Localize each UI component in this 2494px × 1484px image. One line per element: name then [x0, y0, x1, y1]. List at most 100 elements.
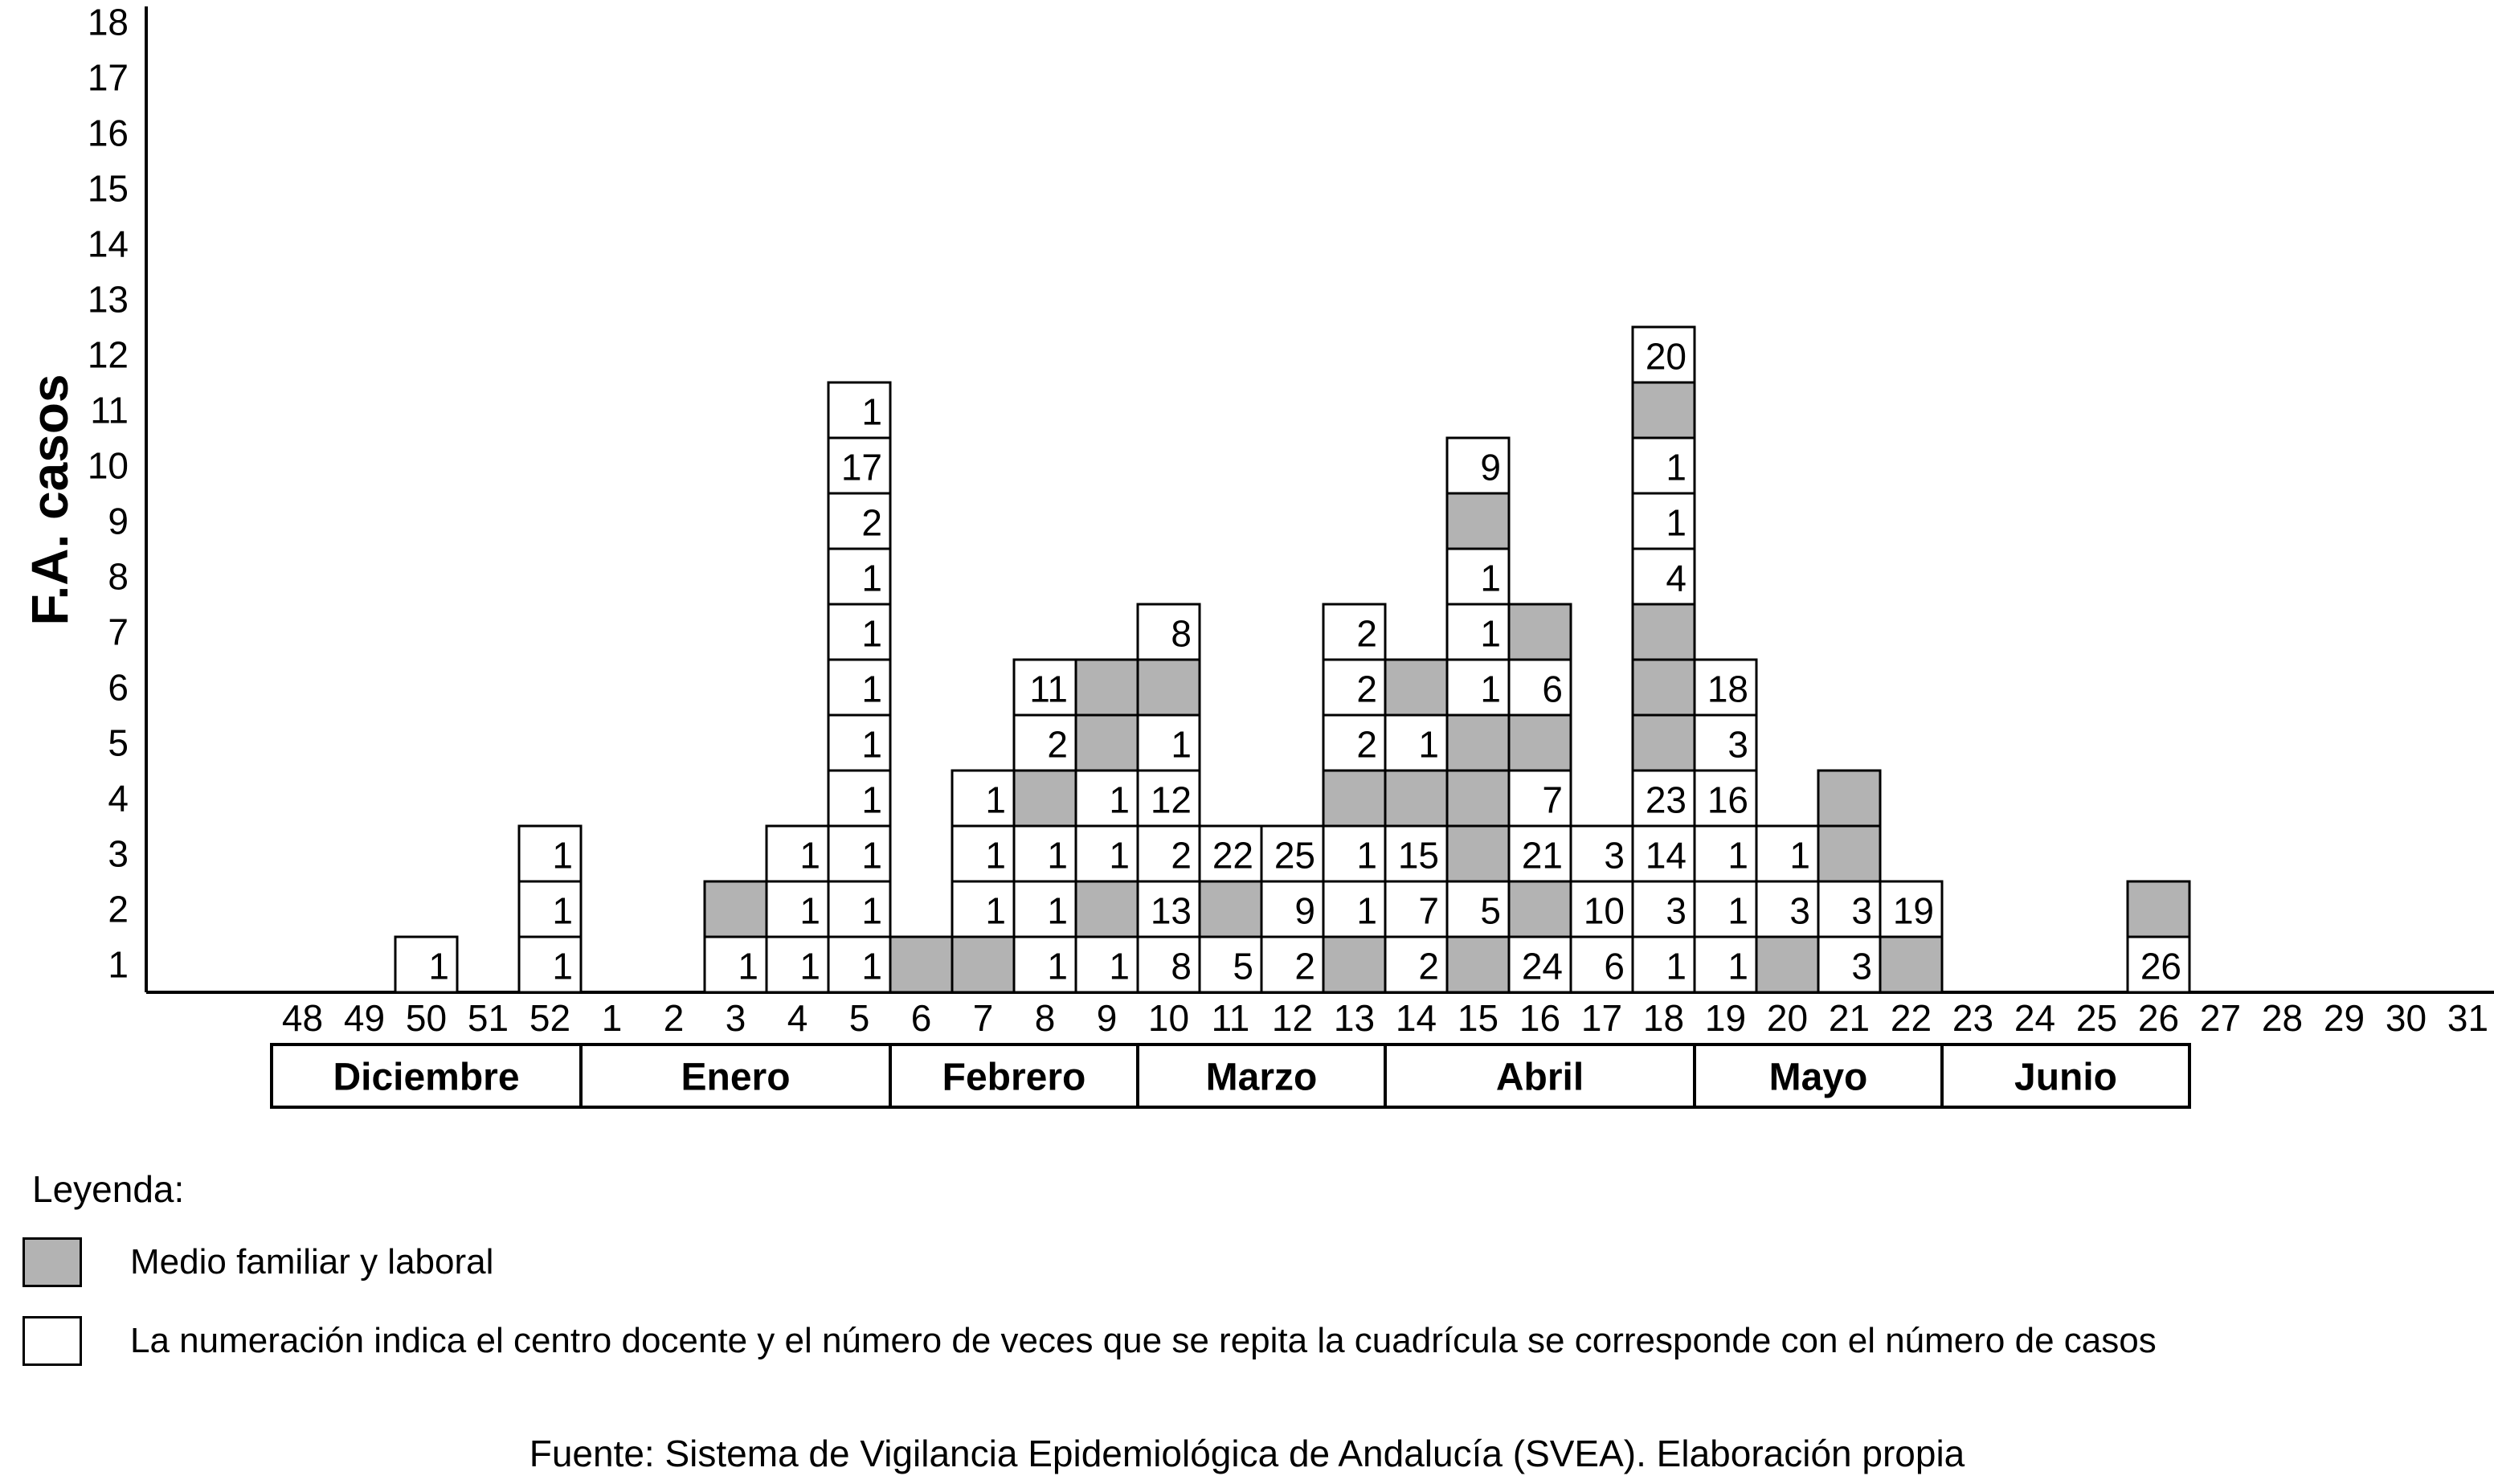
case-box-label: 1 [1171, 724, 1192, 766]
case-box [951, 824, 1016, 883]
legend-swatch-shaded [22, 1237, 82, 1287]
case-box-label: 1 [1109, 835, 1130, 877]
legend-label-shaded: Medio familiar y laboral [130, 1242, 494, 1282]
case-box-label: 3 [1666, 890, 1687, 932]
case-box-label: 1 [552, 890, 573, 932]
case-box-label: 1 [738, 946, 758, 987]
source-note: Fuente: Sistema de Vigilancia Epidemioló… [529, 1433, 1965, 1474]
case-box-label: 1 [1418, 724, 1439, 766]
x-tick-label: 8 [1035, 997, 1056, 1039]
case-box [1693, 713, 1758, 772]
x-tick-label: 14 [1396, 997, 1437, 1039]
case-box-shaded [1384, 658, 1449, 717]
case-box [1755, 824, 1820, 883]
case-box [827, 824, 892, 883]
case-box-shaded [1136, 658, 1201, 717]
case-box-label: 9 [1480, 447, 1501, 489]
case-box [1693, 658, 1758, 717]
case-box-shaded [889, 935, 954, 994]
case-box-shaded [1384, 769, 1449, 828]
y-tick-label: 10 [88, 445, 129, 487]
case-box-shaded [1322, 769, 1387, 828]
month-label: Abril [1496, 1057, 1584, 1099]
case-box [827, 547, 892, 606]
case-box-label: 2 [1294, 946, 1315, 987]
case-box [1012, 880, 1077, 938]
y-tick-label: 3 [108, 833, 129, 875]
case-box [1631, 824, 1696, 883]
case-box [394, 935, 459, 994]
case-box [1569, 935, 1634, 994]
case-box-label: 20 [1646, 336, 1687, 378]
y-tick-label: 9 [108, 501, 129, 542]
case-box-label: 1 [1480, 613, 1501, 655]
x-tick-label: 17 [1581, 997, 1622, 1039]
case-box-label: 2 [1047, 724, 1068, 766]
case-box [1693, 824, 1758, 883]
case-box-label: 6 [1542, 668, 1563, 710]
case-box-shaded [1817, 769, 1882, 828]
case-box [1260, 880, 1325, 938]
y-tick-label: 4 [108, 778, 129, 820]
case-box [1136, 935, 1201, 994]
x-tick-label: 51 [468, 997, 509, 1039]
case-box-shaded [1445, 769, 1511, 828]
case-box [827, 381, 892, 439]
case-box-label: 3 [1727, 724, 1748, 766]
x-tick-label: 26 [2138, 997, 2179, 1039]
case-box-shaded [1445, 713, 1511, 772]
case-box-label: 1 [552, 835, 573, 877]
case-box-label: 1 [985, 890, 1006, 932]
month-label: Mayo [1769, 1057, 1868, 1099]
case-box-label: 1 [1109, 946, 1130, 987]
case-box [1260, 824, 1325, 883]
case-box [1012, 935, 1077, 994]
x-tick-label: 50 [406, 997, 447, 1039]
case-box-shaded [951, 935, 1016, 994]
x-tick-label: 20 [1767, 997, 1808, 1039]
case-box [827, 713, 892, 772]
case-box-label: 13 [1151, 890, 1192, 932]
case-box [827, 603, 892, 661]
x-tick-label: 30 [2386, 997, 2427, 1039]
case-box [1445, 547, 1511, 606]
case-box [1384, 880, 1449, 938]
case-box-label: 23 [1646, 779, 1687, 821]
case-box-label: 22 [1212, 835, 1253, 877]
x-tick-label: 15 [1458, 997, 1498, 1039]
case-box [827, 658, 892, 717]
legend-title: Leyenda: [32, 1168, 185, 1210]
case-box [1322, 603, 1387, 661]
y-tick-label: 14 [88, 223, 129, 265]
x-tick-label: 49 [344, 997, 385, 1039]
case-box-label: 8 [1171, 613, 1192, 655]
case-box-label: 12 [1151, 779, 1192, 821]
case-box-label: 1 [985, 835, 1006, 877]
x-tick-label: 18 [1643, 997, 1684, 1039]
case-box-shaded [1012, 769, 1077, 828]
case-box-label: 10 [1584, 890, 1625, 932]
x-tick-label: 5 [849, 997, 870, 1039]
case-box-shaded [1817, 824, 1882, 883]
y-tick-label: 12 [88, 334, 129, 376]
case-box-shaded [1198, 880, 1263, 938]
case-box-label: 1 [861, 668, 882, 710]
case-box-label: 1 [1789, 835, 1810, 877]
case-box [1136, 824, 1201, 883]
case-box-label: 1 [799, 946, 820, 987]
y-tick-label: 18 [88, 2, 129, 43]
case-box-label: 16 [1707, 779, 1748, 821]
case-box-label: 1 [861, 835, 882, 877]
case-box [1631, 880, 1696, 938]
case-box-shaded [1631, 658, 1696, 717]
x-tick-label: 31 [2447, 997, 2488, 1039]
case-box [1322, 658, 1387, 717]
month-label: Marzo [1206, 1057, 1318, 1099]
case-box-label: 2 [1356, 613, 1377, 655]
case-box-label: 1 [861, 946, 882, 987]
case-box-label: 5 [1480, 890, 1501, 932]
case-box-label: 18 [1707, 668, 1748, 710]
x-tick-label: 25 [2076, 997, 2117, 1039]
x-tick-label: 6 [911, 997, 932, 1039]
x-tick-label: 2 [664, 997, 685, 1039]
